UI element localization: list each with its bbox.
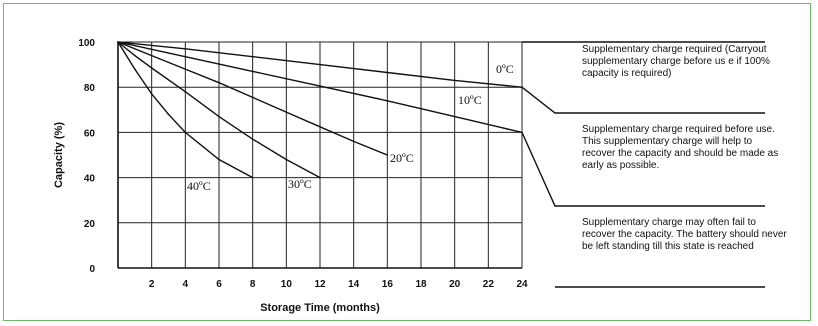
data-point	[150, 54, 153, 57]
data-point	[251, 138, 254, 140]
zone-separator-1	[521, 86, 765, 114]
zone-note-3: Supplementary charge may often fail to r…	[582, 217, 787, 252]
y-tick-label: 80	[84, 83, 96, 94]
x-tick-label: 14	[348, 279, 360, 290]
y-axis-label: Capacity (%)	[53, 122, 65, 188]
x-tick-label: 20	[449, 279, 461, 290]
zone-note-1: Supplementary charge required (Carryout …	[582, 44, 770, 79]
data-point	[134, 68, 136, 70]
data-point	[134, 54, 136, 57]
x-tick-label: 12	[314, 279, 326, 290]
data-point	[150, 67, 153, 69]
series-label: 40ºC	[187, 179, 211, 193]
zone-separator-2	[521, 132, 765, 207]
y-tick-label: 100	[78, 38, 95, 49]
data-point	[319, 125, 321, 128]
data-point	[251, 96, 254, 99]
data-point	[218, 115, 220, 118]
y-tick-label: 20	[84, 219, 96, 230]
data-point	[285, 111, 288, 113]
data-point	[218, 81, 220, 84]
data-point	[386, 99, 389, 102]
x-tick-label: 18	[415, 279, 427, 290]
y-tick-label: 60	[84, 128, 96, 139]
x-tick-label: 2	[149, 279, 155, 290]
data-point	[386, 154, 389, 156]
data-point	[150, 93, 153, 95]
data-point	[117, 41, 119, 43]
data-point	[251, 176, 254, 179]
x-tick-label: 16	[382, 279, 394, 290]
series-label: 0ºC	[496, 62, 514, 76]
series-label: 20ºC	[390, 151, 414, 165]
x-tick-label: 6	[216, 279, 222, 290]
zone-note-2: Supplementary charge required before use…	[582, 124, 779, 171]
data-point	[184, 47, 187, 50]
data-point	[167, 113, 170, 116]
series-line-3	[117, 41, 321, 179]
data-point	[453, 79, 456, 82]
data-point	[453, 115, 456, 118]
data-point	[319, 63, 321, 66]
data-point	[319, 85, 321, 87]
data-point	[251, 70, 254, 73]
data-point	[319, 176, 321, 179]
data-point	[386, 71, 389, 74]
data-point	[218, 158, 220, 161]
x-axis-label: Storage Time (months)	[260, 302, 380, 314]
chart-frame	[3, 3, 811, 321]
y-tick-label: 40	[84, 174, 96, 185]
x-tick-label: 22	[483, 279, 495, 290]
data-point	[184, 68, 187, 70]
data-point	[184, 90, 187, 93]
data-point	[251, 55, 254, 58]
x-tick-label: 10	[281, 279, 293, 290]
series-label: 10ºC	[458, 93, 482, 107]
series-label: 30ºC	[288, 177, 312, 191]
data-point	[285, 158, 288, 161]
x-tick-label: 24	[516, 279, 528, 290]
data-point	[352, 140, 355, 143]
x-tick-label: 4	[183, 279, 189, 290]
x-tick-label: 8	[250, 279, 256, 290]
data-point	[184, 131, 187, 134]
y-tick-label: 0	[89, 264, 95, 275]
data-point	[184, 55, 187, 58]
